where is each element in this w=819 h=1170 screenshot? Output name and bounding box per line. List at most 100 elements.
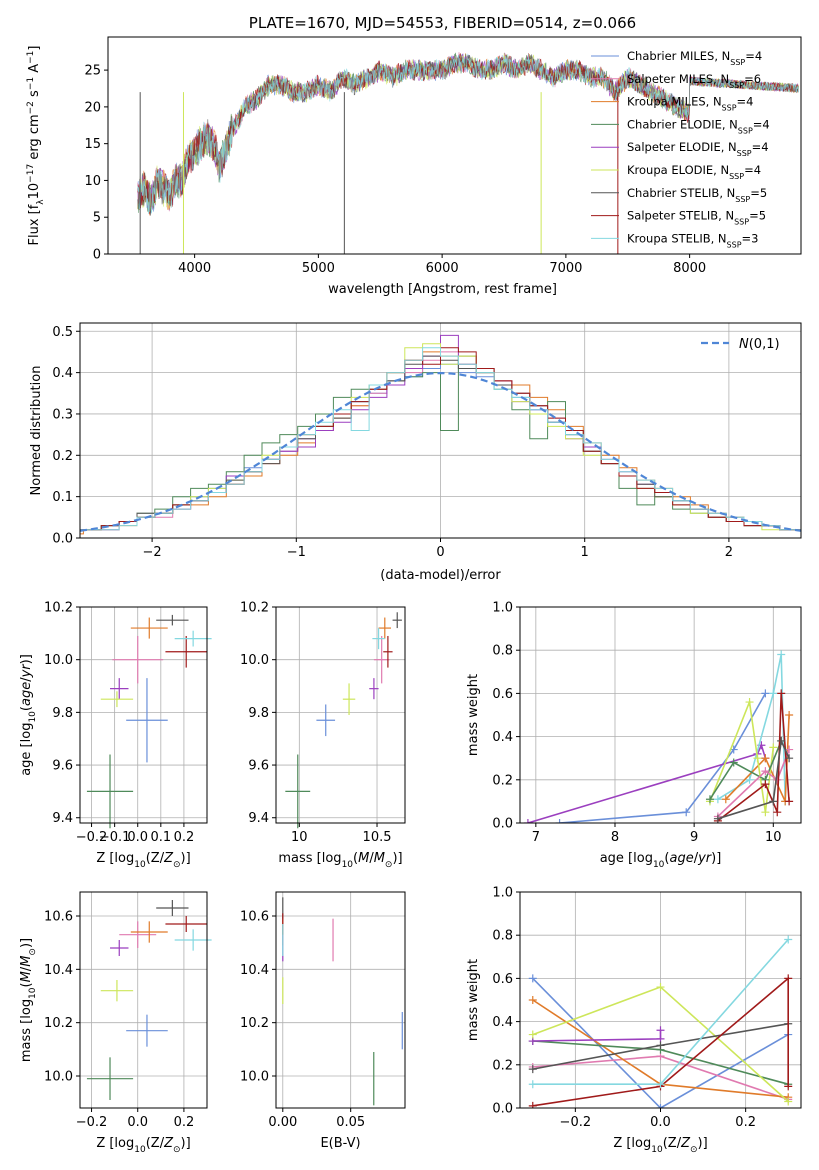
residuals-ytick-label: 0.1: [52, 490, 73, 505]
spectrum-series-line: [137, 53, 799, 215]
weight-vs-Z-series-marker: [656, 983, 665, 992]
weight-vs-Z-series-marker: [784, 1097, 793, 1106]
spectrum-xlabel: wavelength [Angstrom, rest frame]: [328, 282, 557, 297]
spectrum-xtick-label: 6000: [426, 261, 459, 276]
age-vs-Z-ylabel: age [log10(age/yr)]: [19, 654, 38, 776]
residuals-ytick-label: 0.4: [52, 366, 73, 381]
age-vs-Z-ytick-label: 10.0: [44, 653, 73, 668]
spectrum-legend-label: Kroupa MILES, NSSP=4: [627, 95, 753, 113]
weight-vs-Z-ytick-label: 0.6: [492, 972, 513, 987]
age-vs-Z-ytick-label: 9.6: [52, 759, 73, 774]
weight-vs-age-xtick-label: 9: [690, 830, 698, 845]
residuals-ylabel: Normed distribution: [29, 366, 44, 496]
weight-vs-age-series-marker: [745, 775, 754, 784]
spectrum-ytick-label: 20: [84, 100, 101, 115]
weight-vs-Z-series-marker: [528, 974, 537, 983]
weight-vs-age-series-marker: [753, 754, 762, 763]
mass-vs-Z-panel: −0.2 0.0 0.2 10.0 10.2 10.4 10.6 Z [log10(Z/Z⊙)…: [19, 891, 212, 1155]
weight-vs-age-series-marker: [713, 795, 722, 804]
weight-vs-Z-xtick-label: 0.2: [735, 1115, 756, 1130]
spectrum-ytick-label: 0: [93, 248, 101, 263]
residuals-ytick-label: 0.3: [52, 407, 73, 422]
mass-vs-EBV-xlabel: E(B-V): [320, 1136, 360, 1151]
age-vs-Z-panel: −0.2−0.10.0 0.1 0.2 9.4 9.6 9.8 10.0 10.2 Z [log…: [19, 601, 212, 870]
age-vs-mass-ytick-label: 10.0: [240, 653, 269, 668]
weight-vs-Z-series-marker: [656, 1080, 665, 1089]
weight-vs-age-series-marker: [713, 814, 722, 823]
weight-vs-age-series-marker: [721, 795, 730, 804]
mass-vs-Z-ytick-label: 10.6: [44, 910, 73, 925]
weight-vs-age-series-marker: [777, 736, 786, 745]
weight-vs-age-ytick-label: 0.0: [492, 817, 513, 832]
spectrum-ytick-label: 25: [84, 64, 101, 79]
weight-vs-age-series-marker: [682, 808, 691, 817]
mass-vs-Z-ytick-label: 10.4: [44, 963, 73, 978]
weight-vs-Z-ytick-label: 1.0: [492, 886, 513, 901]
weight-vs-Z-ylabel: mass weight: [466, 959, 481, 1041]
age-vs-Z-xtick-label: 0.1: [150, 830, 171, 845]
weight-vs-Z-series-marker: [528, 996, 537, 1004]
weight-vs-age-series-marker: [745, 698, 754, 707]
mass-vs-EBV-xtick-label: 0.00: [268, 1115, 297, 1130]
age-vs-Z-ytick-label: 9.8: [52, 706, 73, 721]
weight-vs-Z-series-line: [532, 977, 789, 1108]
spectrum-xtick-label: 4000: [178, 261, 211, 276]
spectrum-ytick-label: 10: [84, 174, 101, 189]
spectrum-xtick-label: 8000: [673, 261, 706, 276]
spectrum-legend-label: Kroupa ELODIE, NSSP=4: [627, 163, 761, 181]
weight-vs-age-series-line: [559, 693, 767, 823]
age-vs-Z-frame: [79, 606, 208, 824]
weight-vs-age-series-marker: [769, 797, 778, 806]
residuals-histogram: [80, 347, 801, 531]
age-vs-mass-ytick-label: 9.8: [248, 706, 269, 721]
weight-vs-Z-series-marker: [528, 1080, 537, 1089]
weight-vs-age-series-marker: [785, 754, 794, 763]
weight-vs-Z-ytick-label: 0.4: [492, 1015, 513, 1030]
mass-vs-Z-ytick-label: 10.0: [44, 1070, 73, 1085]
age-vs-mass-panel: 10 10.5 9.4 9.6 9.8 10.0 10.2 mass [log10(M/M⊙)…: [240, 601, 406, 870]
weight-vs-age-xlabel: age [log10(age/yr)]: [600, 851, 722, 870]
mass-vs-Z-ytick-label: 10.2: [44, 1016, 73, 1031]
mass-vs-EBV-panel: 0.00 0.05 10.0 10.2 10.4 10.6 E(B-V): [240, 891, 406, 1151]
mass-vs-EBV-ytick-label: 10.0: [240, 1070, 269, 1085]
mass-vs-EBV-ytick-label: 10.6: [240, 910, 269, 925]
weight-vs-Z-panel: −0.2 0.0 0.2 0.0 0.2 0.4 0.6 0.8 1.0 Z [log10(Z/Z…: [466, 886, 802, 1155]
age-vs-Z-xtick-label: −0.2: [76, 830, 108, 845]
weight-vs-age-series-marker: [761, 754, 770, 763]
weight-vs-age-ytick-label: 0.6: [492, 687, 513, 702]
spectrum-legend-label: Chabrier MILES, NSSP=4: [627, 49, 762, 67]
weight-vs-age-series-marker: [761, 808, 770, 817]
weight-vs-age-ytick-label: 0.4: [492, 730, 513, 745]
age-vs-mass-xtick-label: 10: [291, 830, 308, 845]
mass-vs-Z-xtick-label: 0.2: [174, 1115, 195, 1130]
residuals-ytick-label: 0.2: [52, 449, 73, 464]
spectrum-xtick-label: 7000: [549, 261, 582, 276]
residuals-hists: [80, 334, 801, 535]
spectrum-ylabel: Flux [fλ10−17 erg cm−2 s−1 A−1]: [26, 46, 46, 246]
residuals-xtick-label: 2: [725, 545, 733, 560]
weight-vs-age-lines: [523, 650, 794, 823]
spectrum-legend-label: Salpeter STELIB, NSSP=5: [627, 209, 766, 227]
mass-vs-EBV-ytick-label: 10.4: [240, 963, 269, 978]
residuals-ytick-label: 0.5: [52, 325, 73, 340]
age-vs-mass-ytick-label: 9.6: [248, 759, 269, 774]
weight-vs-Z-series-line: [532, 976, 789, 1107]
age-vs-Z-xtick-label: 0.2: [174, 830, 195, 845]
weight-vs-age-series-line: [709, 740, 782, 800]
weight-vs-Z-ytick-label: 0.8: [492, 929, 513, 944]
weight-vs-age-series-marker: [761, 689, 770, 698]
weight-vs-Z-series-marker: [656, 1026, 665, 1035]
age-vs-mass-xtick-label: 10.5: [363, 830, 392, 845]
mass-vs-Z-frame: [79, 891, 208, 1109]
mass-vs-EBV-ytick-label: 10.2: [240, 1016, 269, 1031]
weight-vs-Z-series-marker: [656, 1104, 665, 1108]
weight-vs-age-series-line: [527, 742, 767, 823]
weight-vs-Z-xlabel: Z [log10(Z/Z⊙)]: [613, 1136, 707, 1155]
spectrum-series-line: [137, 52, 799, 215]
spectrum-ytick-label: 5: [93, 211, 101, 226]
weight-vs-age-series-marker: [777, 689, 786, 698]
weight-vs-Z-xtick-label: 0.0: [650, 1115, 671, 1130]
weight-vs-age-series-marker: [785, 711, 794, 719]
age-vs-Z-xtick-label: 0.0: [127, 830, 148, 845]
